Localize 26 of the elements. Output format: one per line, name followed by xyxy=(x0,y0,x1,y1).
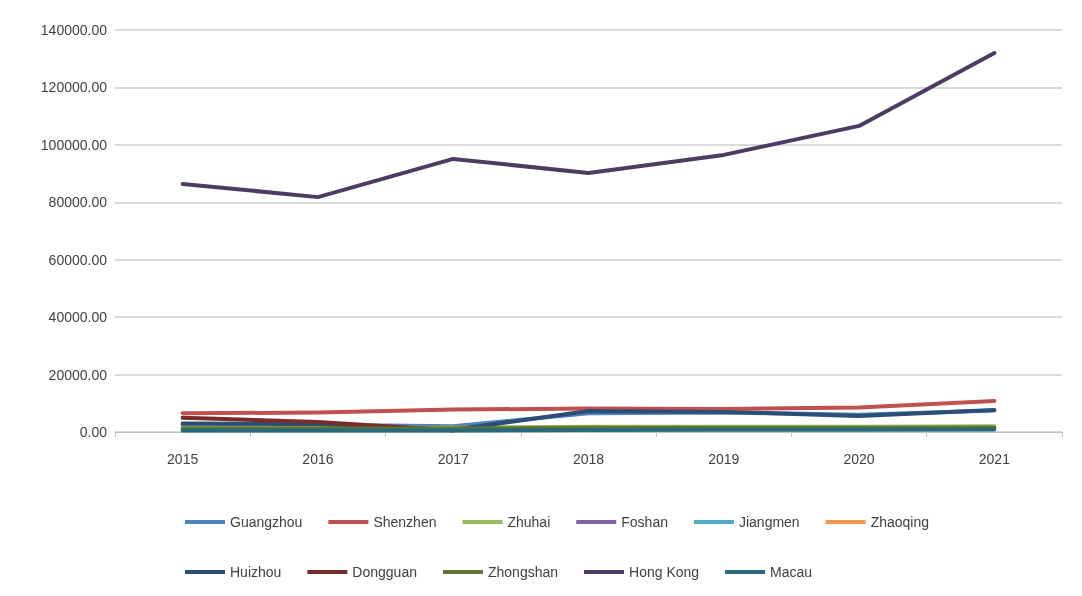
x-tick-label: 2020 xyxy=(843,451,875,467)
legend-label: Zhuhai xyxy=(507,514,551,530)
y-tick-label: 40000.00 xyxy=(48,309,108,326)
legend-label: Zhongshan xyxy=(487,564,559,580)
legend-label: Shenzhen xyxy=(373,514,437,530)
legend-label: Hong Kong xyxy=(629,564,700,580)
x-tick-label: 2018 xyxy=(572,451,605,467)
legend-label: Foshan xyxy=(621,514,668,530)
legend-label: Macau xyxy=(770,564,813,580)
y-tick-label: 60000.00 xyxy=(48,251,108,268)
x-tick-label: 2015 xyxy=(167,451,199,467)
y-tick-label: 140000.00 xyxy=(40,22,108,38)
legend-label: Zhaoqing xyxy=(870,514,930,530)
legend-label: Dongguan xyxy=(352,564,417,580)
x-tick-label: 2021 xyxy=(978,451,1011,467)
y-tick-label: 100000.00 xyxy=(40,136,108,153)
legend-label: Guangzhou xyxy=(230,514,303,530)
x-tick-label: 2016 xyxy=(302,451,334,467)
legend-label: Jiangmen xyxy=(738,514,800,530)
y-tick-label: 120000.00 xyxy=(40,79,108,96)
y-tick-label: 20000.00 xyxy=(48,366,108,383)
x-tick-label: 2017 xyxy=(437,451,469,467)
y-tick-label: 0.00 xyxy=(79,424,108,440)
x-tick-label: 2019 xyxy=(708,451,740,467)
y-tick-label: 80000.00 xyxy=(48,194,108,211)
legend-label: Huizhou xyxy=(230,564,282,580)
